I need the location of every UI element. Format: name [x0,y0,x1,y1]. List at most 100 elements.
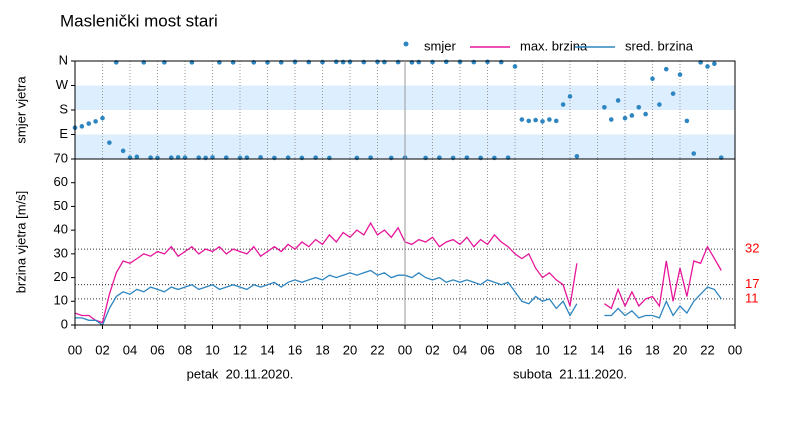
direction-point [86,121,92,126]
direction-point [636,104,642,110]
direction-point [320,59,325,65]
y-tick-label: 0 [61,316,68,331]
x-tick-label: 02 [95,342,109,357]
direction-point [629,113,635,118]
direction-point [574,153,580,159]
y-tick-label: 40 [54,222,68,237]
x-tick-label: 12 [233,342,247,357]
direction-point [519,117,525,122]
date-label: petak 20.11.2020. [187,366,294,381]
direction-point [203,155,208,161]
x-tick-label: 00 [728,342,742,357]
x-tick-label: 16 [288,342,302,357]
y-tick-label: 30 [54,245,68,260]
legend-marker [403,41,409,47]
reference-label: 32 [745,241,759,256]
x-tick-label: 04 [123,342,137,357]
direction-point [134,154,140,160]
x-tick-label: 06 [480,342,494,357]
reference-label: 17 [745,276,759,291]
speed-line [75,269,722,326]
y-tick-label: 70 [54,150,68,165]
direction-point [512,64,518,69]
direction-point [120,148,126,154]
direction-point [560,102,566,107]
direction-point [622,115,628,121]
y-tick-label: 20 [54,269,68,284]
direction-point [691,151,697,156]
direction-point [299,155,305,161]
direction-point [547,117,552,122]
direction-point [93,119,98,124]
direction-point [670,91,676,96]
x-tick-label: 00 [68,342,82,357]
reference-label: 11 [745,290,759,305]
direction-point [457,59,463,65]
x-tick-label: 10 [535,342,549,357]
x-tick-label: 14 [260,342,274,357]
direction-point [347,59,353,65]
direction-point [375,59,380,65]
direction-point [327,155,332,161]
legend-label: sred. brzina [625,38,694,53]
x-tick-label: 04 [453,342,467,357]
direction-point [684,118,690,124]
direction-point [567,94,573,99]
y-tick-label: 60 [54,174,68,189]
direction-point [361,59,367,65]
direction-point [395,59,401,65]
x-tick-label: 20 [673,342,687,357]
x-tick-label: 18 [645,342,659,357]
y-tick-label: W [56,77,69,92]
direction-point [292,59,298,65]
direction-point [492,155,497,161]
x-tick-label: 06 [150,342,164,357]
direction-point [533,117,538,123]
direction-point [333,59,339,65]
direction-point [602,104,607,110]
chart-title: Maslenički most stari [60,11,218,30]
x-tick-label: 16 [618,342,632,357]
y-tick-label: 50 [54,198,68,213]
y-tick-label: S [59,101,68,116]
direction-point [608,117,614,122]
y-axis-label: brzina vjetra [m/s] [13,191,28,294]
legend-label: smjer [424,38,456,53]
direction-point [388,155,394,161]
x-tick-label: 12 [563,342,577,357]
direction-point [643,111,648,117]
direction-point [450,155,456,161]
direction-point [382,59,387,65]
direction-point [485,59,490,65]
direction-point [677,72,683,77]
direction-point [526,118,532,124]
direction-point [430,59,435,65]
direction-point [471,59,477,65]
direction-point [712,61,717,67]
y-tick-label: E [59,126,68,141]
y-axis-label: smjer vjetra [13,76,28,144]
speed-line [74,221,722,324]
direction-point [705,64,710,69]
direction-point [498,59,504,65]
x-tick-label: 18 [315,342,329,357]
direction-point [478,155,483,161]
direction-point [615,98,621,103]
date-label: subota 21.11.2020. [513,366,627,381]
direction-point [416,59,422,65]
x-tick-label: 02 [425,342,439,357]
x-tick-label: 10 [205,342,219,357]
direction-point [306,59,312,65]
y-tick-label: N [59,52,68,67]
direction-point [443,59,449,65]
direction-point [340,59,346,65]
direction-point [650,76,655,81]
y-tick-label: 10 [54,293,68,308]
x-tick-label: 22 [700,342,714,357]
direction-point [663,66,669,72]
direction-point [657,102,662,107]
x-tick-label: 22 [370,342,384,357]
legend-label: max. brzina [520,38,588,53]
